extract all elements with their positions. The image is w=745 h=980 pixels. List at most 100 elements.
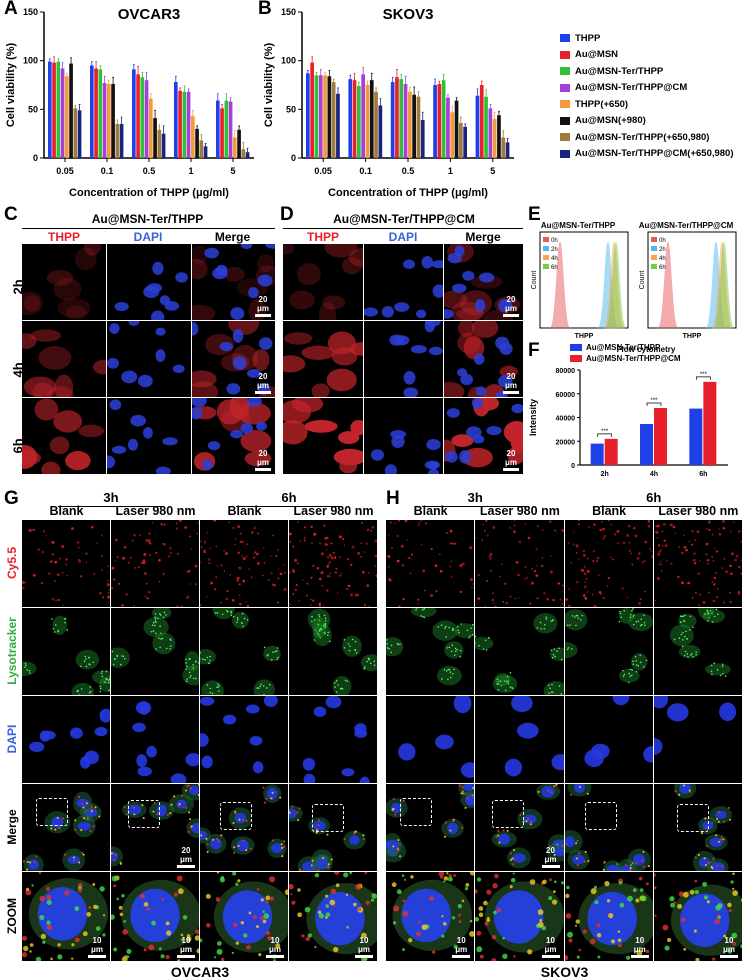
imaging-row-4: ZOOM (5, 876, 19, 956)
flow-left-legend-label: 4h (551, 256, 558, 262)
skov3-bar (366, 85, 370, 158)
skov3-bar (379, 105, 383, 158)
panel-c-col-merge: Merge (190, 230, 275, 244)
panelG-time-1: 6h (236, 490, 343, 505)
significance-label: *** (700, 372, 708, 378)
imaging-row-0: Cy5.5 (5, 523, 19, 603)
zoom-region-box (400, 798, 432, 826)
skov3-bar (463, 127, 467, 158)
skov3-xtick-label: 0.05 (314, 166, 332, 176)
red-micrograph (283, 398, 363, 474)
panel-d-col-thpp: THPP (283, 230, 363, 244)
legend-swatch (560, 100, 570, 108)
scale-bar-label: 20 μm (257, 295, 269, 313)
intensity-bar (605, 439, 618, 465)
skov3-bar (310, 63, 314, 158)
skov3-bar (442, 80, 446, 158)
green-micrograph (289, 608, 377, 695)
flow-histograms: Au@MSN-Ter/THPPCountTHPP0h2h4h6hAu@MSN-T… (530, 218, 745, 346)
ovcar3-xtick-label: 0.5 (143, 166, 156, 176)
skov3-bar (446, 98, 450, 158)
blue-micrograph (364, 244, 443, 320)
intensity-ytick-label: 0 (571, 463, 575, 470)
flow-left-legend-swatch (543, 264, 549, 269)
legend-label: Au@MSN-Ter/THPP (575, 66, 663, 77)
scale-bar-line (255, 314, 271, 317)
ovcar3-ytick-label: 50 (28, 104, 38, 114)
green-micrograph (565, 608, 653, 695)
skov3-title: SKOV3 (383, 6, 434, 23)
ovcar3-bar (78, 110, 82, 158)
skov3-bar (412, 95, 416, 158)
flow-right-legend-swatch (651, 264, 657, 269)
skov3-bar (353, 80, 357, 158)
skov3-bar (391, 82, 395, 158)
flow-right-legend-label: 4h (659, 256, 666, 262)
scale-bar-line (542, 955, 560, 958)
ovcar3-bar (220, 108, 224, 158)
zoom-region-box (492, 800, 524, 828)
skov3-ytick-label: 150 (281, 7, 296, 17)
skov3-bar (404, 84, 408, 158)
legend-item: THPP(+650) (560, 96, 745, 113)
ovcar3-bar (158, 130, 162, 158)
legend-label: THPP (575, 33, 600, 44)
ovcar3-bar (191, 116, 195, 158)
legend-swatch (560, 34, 570, 42)
scale-bar-label: 10 μm (544, 936, 556, 954)
skov3-bar (357, 86, 361, 158)
ovcar3-bar (233, 138, 237, 158)
scale-bar-label: 10 μm (180, 936, 192, 954)
green-micrograph (386, 608, 474, 695)
panelG-col-1: Laser 980 nm (107, 504, 204, 518)
intensity-bar (640, 424, 653, 465)
intensity-ytick-label: 40000 (556, 416, 576, 423)
significance-label: *** (650, 398, 658, 404)
ovcar3-bar (103, 83, 107, 158)
skov3-bar (455, 101, 459, 158)
panelG-col-2: Blank (196, 504, 293, 518)
intensity-ytick-label: 20000 (556, 439, 576, 446)
scale-bar-line (177, 865, 195, 868)
ovcar3-bar (74, 108, 78, 158)
skov3-bar (370, 80, 374, 158)
intensity-legend-swatch (570, 355, 582, 362)
skov3-bar (315, 75, 319, 158)
panel-c-title: Au@MSN-Ter/THPP (20, 212, 275, 226)
panel-label-c: C (4, 204, 18, 226)
flow-left-legend-label: 2h (551, 247, 558, 253)
panelG-col-0: Blank (18, 504, 115, 518)
legend-item: Au@MSN-Ter/THPP@CM(+650,980) (560, 146, 745, 163)
skov3-ylabel: Cell viability (%) (263, 42, 275, 127)
green-micrograph (22, 608, 110, 695)
ovcar3-bar (145, 80, 149, 158)
ovcar3-bar (141, 77, 145, 158)
intensity-bar (703, 382, 716, 465)
ovcar3-ytick-label: 100 (23, 56, 38, 66)
scale-bar-line (177, 955, 195, 958)
red-micrograph (22, 321, 106, 397)
skov3-bar (399, 79, 403, 158)
panelH-col-2: Blank (561, 504, 658, 518)
scale-bar: 20 μm (503, 372, 519, 394)
ovcar3-bar (120, 124, 124, 158)
scale-bar: 10 μm (542, 936, 560, 958)
panelH-time-0: 3h (422, 490, 529, 505)
scale-bar: 10 μm (355, 936, 373, 958)
legend-label: Au@MSN-Ter/THPP@CM(+650,980) (575, 148, 734, 159)
flow-right-peak (658, 242, 678, 328)
dots-micrograph (111, 520, 199, 607)
zoom-region-box (585, 802, 617, 830)
skov3-bar (476, 96, 480, 158)
legend-label: Au@MSN (575, 49, 618, 60)
intensity-chart: Flow cytometry020000400006000080000Inten… (528, 340, 745, 482)
significance-label: *** (601, 429, 609, 435)
scale-bar: 20 μm (503, 295, 519, 317)
ovcar3-bar (132, 69, 136, 158)
blue-micrograph (107, 244, 191, 320)
panelG-footer: OVCAR3 (22, 964, 378, 980)
ovcar3-bar (111, 84, 115, 158)
legend-item: Au@MSN-Ter/THPP@CM (560, 80, 745, 97)
